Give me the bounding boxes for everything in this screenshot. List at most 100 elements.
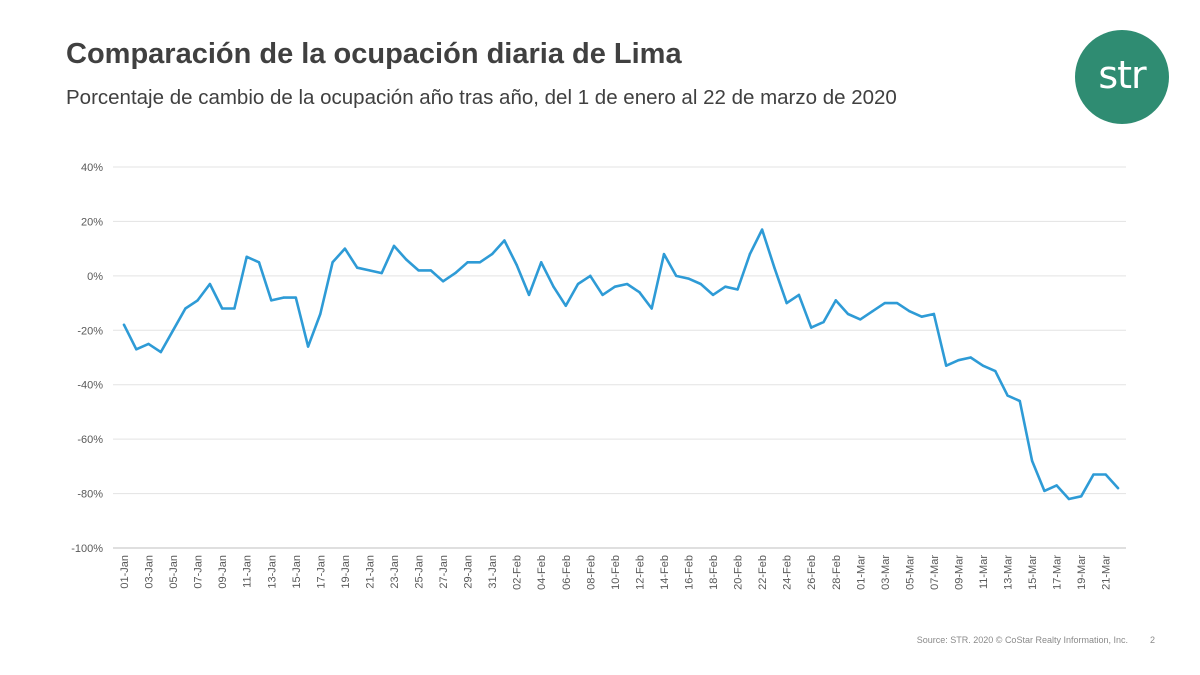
- data-point: [147, 342, 150, 346]
- data-point: [699, 282, 702, 286]
- data-point: [871, 310, 874, 313]
- x-tick-label: 07-Jan: [193, 555, 205, 589]
- data-point: [994, 369, 997, 373]
- data-point: [1006, 394, 1009, 397]
- data-point: [196, 299, 199, 302]
- data-point: [392, 244, 396, 248]
- data-point: [687, 277, 690, 280]
- x-tick-label: 13-Mar: [1003, 555, 1015, 590]
- x-tick-label: 20-Feb: [733, 555, 745, 590]
- data-point: [368, 269, 371, 272]
- data-point: [503, 239, 506, 242]
- x-tick-label: 01-Mar: [855, 555, 867, 590]
- data-point: [122, 323, 126, 327]
- data-point: [711, 293, 715, 297]
- y-tick-label: 40%: [81, 162, 103, 174]
- data-point: [417, 269, 420, 272]
- x-tick-label: 29-Jan: [463, 555, 475, 589]
- data-point: [294, 296, 298, 299]
- data-point: [797, 293, 801, 297]
- x-tick-label: 17-Jan: [315, 555, 327, 589]
- page-title: Comparación de la ocupación diaria de Li…: [66, 38, 682, 70]
- data-point: [380, 271, 383, 275]
- data-point: [478, 261, 482, 264]
- x-tick-label: 14-Feb: [659, 555, 671, 590]
- data-point: [944, 364, 948, 367]
- data-point: [957, 359, 960, 362]
- source-note: Source: STR. 2020 © CoStar Realty Inform…: [916, 635, 1128, 645]
- data-point: [331, 261, 334, 264]
- data-point: [736, 288, 739, 291]
- data-point: [1030, 459, 1034, 463]
- data-point: [319, 312, 322, 316]
- x-tick-label: 08-Feb: [585, 555, 597, 590]
- page-number: 2: [1150, 635, 1156, 645]
- y-axis-ticks: 40% 20% 0% -20% -40% -60% -80% -100%: [71, 162, 103, 555]
- data-point: [773, 266, 776, 269]
- x-tick-label: 11-Jan: [242, 555, 254, 588]
- x-tick-label: 28-Feb: [831, 555, 843, 590]
- data-point: [564, 304, 567, 307]
- data-point: [895, 301, 899, 305]
- x-tick-label: 26-Feb: [806, 555, 818, 590]
- data-point: [527, 293, 531, 297]
- data-point: [981, 364, 985, 367]
- data-point: [724, 285, 727, 288]
- data-point: [625, 282, 629, 286]
- x-tick-label: 15-Mar: [1027, 555, 1039, 590]
- data-point: [576, 282, 580, 286]
- x-tick-label: 02-Feb: [512, 555, 524, 590]
- str-logo: str: [1075, 30, 1169, 124]
- x-tick-label: 07-Mar: [929, 555, 941, 590]
- data-point: [932, 312, 936, 316]
- x-tick-label: 18-Feb: [708, 555, 720, 590]
- logo-text: str: [1098, 53, 1146, 97]
- y-tick-label: 20%: [81, 216, 103, 228]
- x-tick-label: 12-Feb: [634, 555, 646, 590]
- x-tick-label: 09-Mar: [953, 555, 965, 590]
- data-point: [233, 307, 236, 310]
- series: [122, 228, 1120, 501]
- x-tick-label: 31-Jan: [487, 555, 499, 589]
- data-point: [969, 356, 972, 359]
- data-point: [552, 285, 555, 288]
- x-tick-label: 21-Mar: [1101, 555, 1113, 590]
- data-point: [589, 274, 592, 278]
- data-point: [540, 261, 543, 264]
- x-tick-label: 03-Jan: [144, 555, 156, 589]
- data-point: [675, 274, 678, 278]
- x-tick-label: 27-Jan: [438, 555, 450, 589]
- data-point: [405, 258, 408, 261]
- x-tick-label: 16-Feb: [683, 555, 695, 590]
- data-point: [184, 307, 187, 310]
- data-point: [270, 299, 273, 302]
- data-point: [245, 255, 248, 259]
- data-point: [171, 329, 175, 332]
- y-tick-label: 0%: [87, 271, 103, 283]
- data-point: [785, 301, 788, 305]
- data-point: [859, 318, 862, 321]
- x-axis-ticks: 01-Jan 03-Jan 05-Jan 07-Jan 09-Jan 11-Jan 13-J…: [119, 555, 1113, 590]
- x-tick-label: 22-Feb: [757, 555, 769, 590]
- x-tick-label: 24-Feb: [782, 555, 794, 590]
- data-point: [257, 261, 261, 264]
- data-point: [613, 285, 617, 288]
- data-point: [662, 252, 666, 256]
- data-point: [343, 247, 347, 250]
- y-tick-label: -80%: [77, 489, 103, 501]
- data-point: [454, 271, 457, 275]
- x-tick-label: 01-Jan: [119, 555, 131, 589]
- data-point: [466, 261, 469, 264]
- data-point: [908, 310, 911, 313]
- data-point: [1055, 484, 1058, 487]
- data-point: [515, 263, 518, 267]
- data-point: [306, 345, 310, 348]
- x-tick-label: 19-Mar: [1076, 555, 1088, 590]
- x-tick-label: 21-Jan: [364, 555, 376, 589]
- data-point: [490, 252, 494, 256]
- data-point: [650, 307, 653, 310]
- x-tick-label: 05-Mar: [904, 555, 916, 590]
- data-point: [1092, 473, 1095, 476]
- data-point: [638, 290, 641, 294]
- data-point: [1116, 486, 1120, 490]
